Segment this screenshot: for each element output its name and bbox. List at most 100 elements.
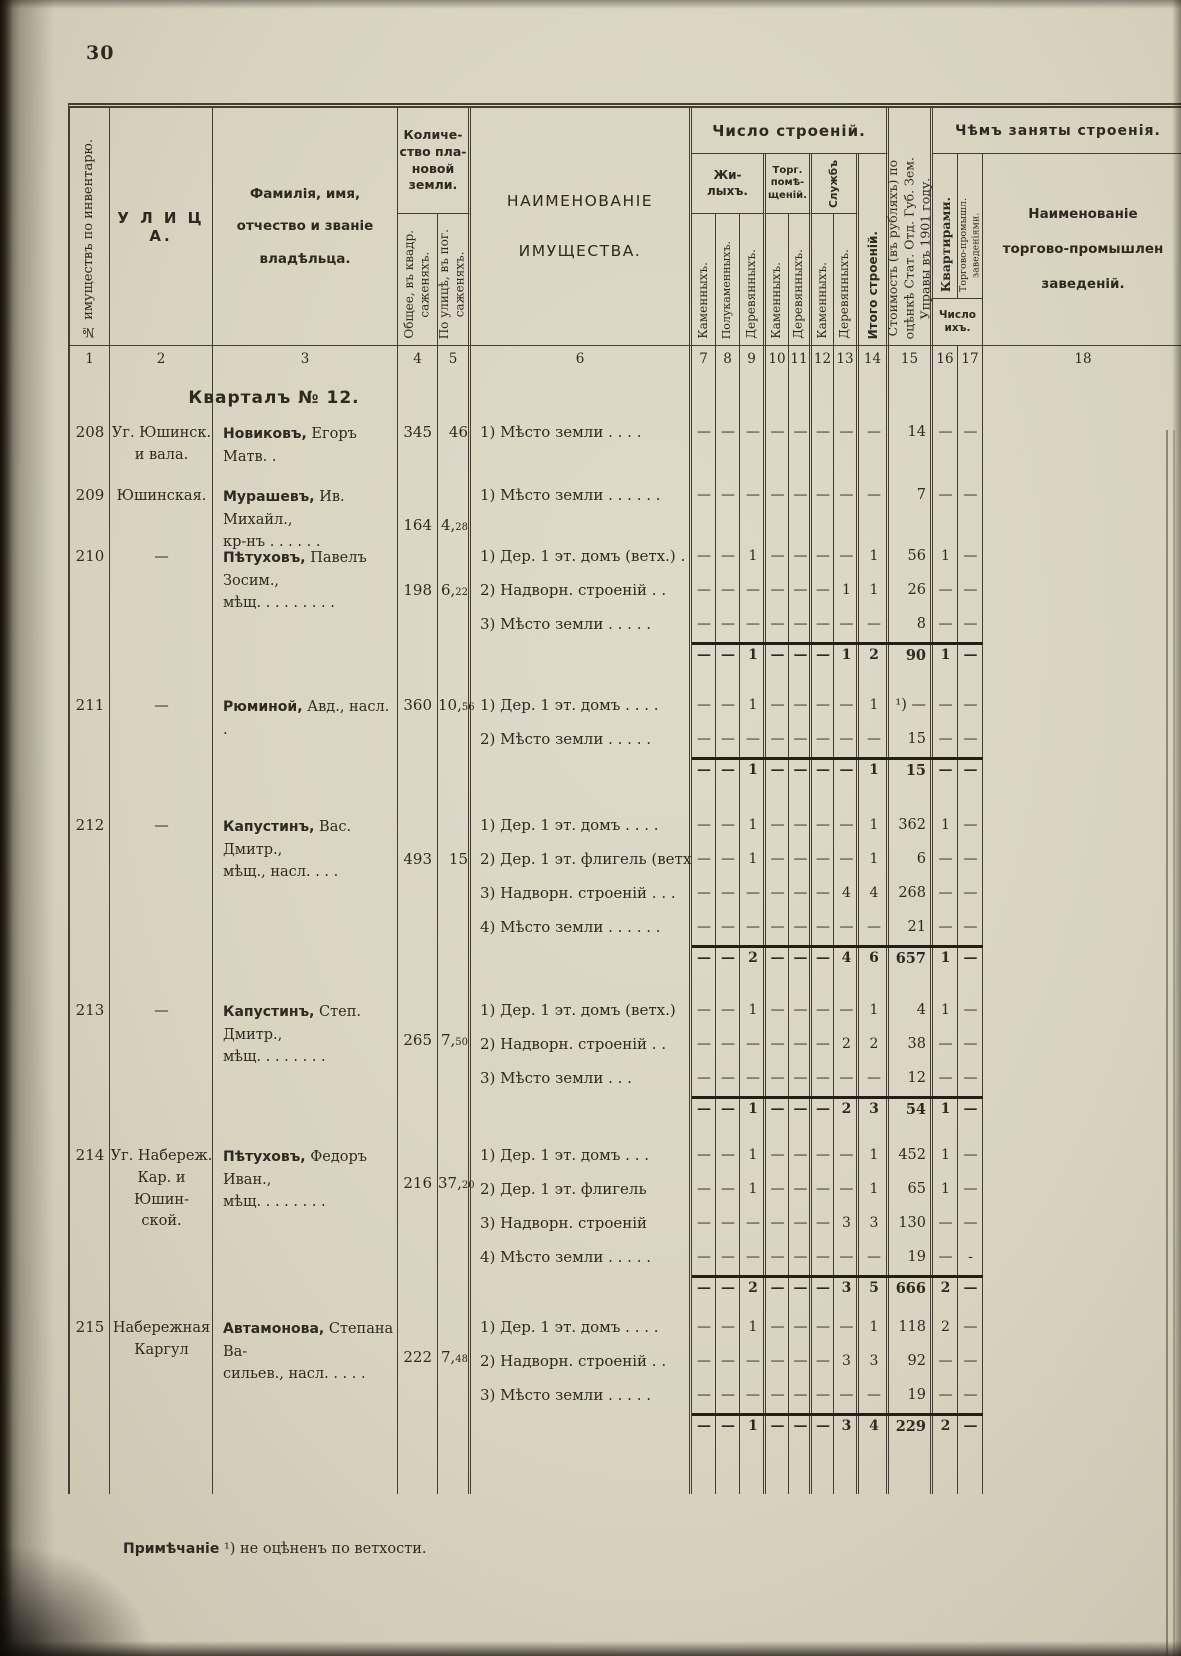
count-cell: — (770, 1418, 785, 1434)
item-label: 3) Мѣсто земли . . . . . (480, 1386, 651, 1404)
grid-cell (740, 1207, 766, 1241)
grid-cell (859, 723, 889, 757)
property-number: 214 (75, 1146, 105, 1164)
land-frontage: 46 (448, 423, 468, 441)
grid-cell (110, 757, 213, 785)
trade-cell: — (963, 1070, 978, 1086)
grid-cell (213, 479, 398, 513)
header-count-pair: Квартирами. Торгово-промышл. заведеніями… (933, 154, 982, 298)
item-label: 3) Мѣсто земли . . . . . (480, 615, 651, 633)
header-services-group-label: Службъ (828, 159, 840, 208)
grid-cell (438, 372, 471, 416)
grid-cell (213, 1275, 398, 1303)
header-apartments: Квартирами. (933, 154, 957, 298)
count-cell: — (816, 1280, 830, 1296)
count-cell: — (816, 1036, 830, 1052)
grid-cell (398, 416, 438, 450)
value-cell: 65 (907, 1181, 926, 1197)
grid-cell (889, 1441, 933, 1494)
grid-cell (789, 574, 812, 608)
grid-cell (213, 911, 398, 945)
property-owner: Рюминой, Авд., насл. . (223, 699, 390, 738)
grid-cell (834, 994, 859, 1028)
grid-cell (740, 877, 766, 911)
count-cell: — (770, 424, 785, 440)
grid-cell (933, 1379, 958, 1413)
grid-cell (213, 1303, 398, 1311)
grid-cell (859, 757, 889, 785)
grid-cell (716, 1441, 740, 1494)
trade-cell: — (963, 1319, 978, 1335)
grid-cell (983, 785, 1181, 809)
grid-cell (859, 416, 889, 450)
grid-cell (692, 877, 716, 911)
itogo-cell: — (867, 424, 881, 440)
header-col10-label: Каменныхъ. (769, 262, 784, 339)
grid-cell (692, 757, 716, 785)
grid-cell (740, 1241, 766, 1275)
grid-cell (213, 513, 398, 540)
grid-cell (110, 642, 213, 670)
grid-cell (213, 723, 398, 757)
grid-cell (110, 608, 213, 642)
grid-cell (438, 809, 471, 843)
grid-cell (70, 689, 110, 723)
grid-cell (958, 1124, 983, 1139)
grid-cell (812, 608, 834, 642)
grid-cell (812, 642, 834, 670)
grid-cell (766, 416, 789, 450)
count-cell: — (770, 548, 785, 564)
itogo-cell: — (867, 1249, 881, 1265)
grid-cell (958, 1139, 983, 1173)
land-area: 222 (403, 1348, 432, 1366)
item-label: 2) Дер. 1 эт. флигель (480, 1180, 647, 1198)
grid-cell (933, 1173, 958, 1207)
grid-cell (958, 1413, 983, 1441)
grid-cell (740, 1303, 766, 1311)
grid-cell (889, 1207, 933, 1241)
grid-cell (889, 911, 933, 945)
grid-cell (471, 574, 692, 608)
count-cell: 3 (841, 1418, 852, 1434)
grid-cell (110, 670, 213, 689)
count-cell: — (746, 1387, 760, 1403)
grid-cell (716, 1311, 740, 1345)
count-cell: — (721, 1101, 735, 1117)
count-cell: — (793, 1418, 808, 1434)
apartments-cell: 2 (940, 1418, 951, 1434)
grid-cell (983, 1413, 1181, 1441)
grid-cell (398, 994, 438, 1028)
grid-cell (398, 1062, 438, 1096)
grid-cell (471, 372, 692, 416)
grid-cell (692, 1275, 716, 1303)
grid-cell (70, 1173, 110, 1207)
footnote-label: Примѣчаніе (123, 1541, 220, 1557)
count-cell: — (721, 731, 735, 747)
grid-cell (438, 1311, 471, 1345)
grid-cell (958, 1062, 983, 1096)
grid-cell (933, 994, 958, 1028)
count-cell: — (816, 548, 830, 564)
grid-cell (438, 723, 471, 757)
grid-cell (692, 945, 716, 973)
apartments-cell: — (938, 1070, 953, 1086)
grid-cell (110, 1139, 213, 1173)
count-cell: — (793, 950, 808, 966)
grid-cell (933, 416, 958, 450)
trade-cell: — (963, 487, 978, 503)
grid-cell (766, 1207, 789, 1241)
value-cell: 657 (895, 950, 926, 967)
header-trade-group: Торг. помѣ- щеній. (766, 154, 812, 214)
count-cell: — (816, 1101, 830, 1117)
header-apartments-label: Квартирами. (937, 196, 953, 292)
count-cell: — (816, 647, 830, 663)
grid-cell (812, 1413, 834, 1441)
grid-cell (889, 877, 933, 911)
count-cell: 1 (748, 762, 758, 778)
apartments-cell: 1 (940, 950, 951, 966)
grid-cell (933, 1275, 958, 1303)
grid-cell (740, 1441, 766, 1494)
grid-cell (471, 416, 692, 450)
grid-cell (716, 843, 740, 877)
count-cell: — (697, 885, 711, 901)
